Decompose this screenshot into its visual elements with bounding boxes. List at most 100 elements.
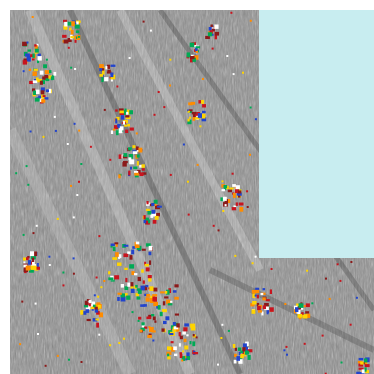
speckle-438 [365, 370, 369, 374]
speckle-122 [134, 174, 139, 178]
speckle-43 [37, 59, 40, 64]
speckle-35 [53, 72, 57, 76]
speckle-624 [70, 66, 73, 69]
speckle-594 [242, 347, 246, 352]
speckle-575 [233, 359, 237, 364]
speckle-644 [97, 295, 100, 298]
speckle-287 [166, 289, 170, 295]
speckle-77 [119, 113, 124, 116]
speckle-257 [174, 296, 179, 300]
speckle-76 [114, 125, 119, 130]
speckle-119 [118, 174, 121, 179]
speckle-1 [44, 70, 50, 75]
speckle-560 [151, 209, 156, 214]
speckle-340 [173, 326, 179, 330]
speckle-157 [221, 184, 225, 188]
speckle-328 [184, 323, 189, 327]
speckle-338 [193, 352, 199, 355]
speckle-537 [101, 77, 104, 83]
speckle-671 [336, 263, 339, 266]
speckle-720 [44, 364, 47, 367]
speckle-60 [37, 53, 41, 58]
speckle-706 [185, 358, 188, 361]
speckle-496 [30, 255, 36, 260]
speckle-290 [163, 320, 167, 325]
speckle-606 [19, 343, 22, 346]
speckle-124 [141, 164, 145, 168]
speckle-482 [195, 47, 198, 51]
speckle-595 [247, 355, 251, 360]
speckle-49 [36, 43, 39, 47]
speckle-598 [283, 349, 286, 352]
speckle-468 [62, 34, 67, 38]
speckle-274 [164, 296, 169, 299]
speckle-565 [143, 220, 147, 224]
speckle-15 [41, 80, 45, 85]
speckle-648 [74, 68, 77, 70]
speckle-88 [129, 110, 133, 115]
speckle-34 [51, 75, 55, 80]
speckle-125 [134, 172, 139, 176]
speckle-33 [45, 89, 49, 93]
speckle-576 [234, 347, 237, 351]
speckle-364 [85, 309, 90, 313]
speckle-631 [303, 342, 306, 345]
speckle-255 [143, 304, 147, 307]
speckle-345 [190, 326, 196, 331]
speckle-268 [161, 309, 167, 313]
speckle-592 [236, 356, 240, 361]
speckle-571 [151, 203, 155, 206]
speckle-637 [128, 57, 131, 59]
speckle-638 [76, 194, 79, 196]
speckle-489 [192, 57, 196, 62]
speckle-275 [161, 328, 165, 332]
speckle-597 [286, 353, 288, 356]
speckle-610 [100, 286, 103, 289]
speckle-651 [149, 29, 152, 32]
speckle-83 [122, 120, 125, 125]
speckle-73 [115, 109, 118, 112]
speckle-388 [269, 289, 272, 294]
speckle-29 [41, 99, 46, 103]
speckle-530 [214, 24, 219, 29]
speckle-339 [179, 335, 183, 340]
speckle-641 [62, 271, 65, 274]
speckle-179 [233, 192, 236, 198]
speckle-117 [141, 172, 147, 175]
speckle-385 [262, 288, 266, 291]
speckle-669 [217, 229, 220, 232]
speckle-337 [181, 356, 186, 361]
speckle-31 [50, 76, 53, 81]
speckle-120 [139, 164, 143, 168]
speckle-403 [252, 293, 256, 298]
speckle-361 [81, 311, 87, 315]
speckle-410 [269, 307, 274, 312]
speckle-461 [75, 30, 80, 34]
speckle-635 [22, 70, 25, 73]
speckle-586 [245, 346, 249, 352]
speckle-479 [192, 43, 197, 47]
speckle-609 [285, 345, 288, 348]
speckle-724 [187, 213, 190, 216]
speckle-185 [231, 207, 237, 211]
speckle-242 [130, 282, 134, 287]
speckle-622 [157, 91, 160, 93]
speckle-37 [40, 90, 45, 95]
speckle-718 [350, 261, 353, 263]
speckle-719 [48, 264, 51, 266]
speckle-544 [104, 77, 109, 82]
speckle-281 [152, 296, 156, 302]
speckle-481 [195, 49, 199, 54]
speckle-153 [192, 117, 195, 121]
speckle-611 [249, 19, 252, 22]
speckle-87 [118, 128, 123, 134]
speckle-65 [32, 53, 35, 58]
speckle-291 [152, 316, 156, 321]
speckle-558 [152, 219, 157, 224]
speckle-355 [86, 299, 91, 301]
speckle-583 [242, 343, 247, 348]
speckle-694 [137, 319, 140, 322]
speckle-184 [237, 190, 242, 194]
speckle-673 [77, 35, 80, 38]
speckle-349 [190, 323, 196, 328]
